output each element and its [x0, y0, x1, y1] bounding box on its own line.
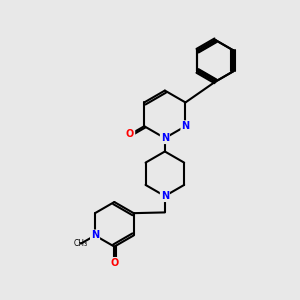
Text: N: N: [161, 133, 169, 143]
Text: N: N: [91, 230, 99, 241]
Text: N: N: [161, 191, 169, 201]
Text: O: O: [126, 129, 134, 140]
Text: N: N: [182, 121, 190, 131]
Text: O: O: [110, 258, 118, 268]
Text: CH₃: CH₃: [74, 239, 88, 248]
